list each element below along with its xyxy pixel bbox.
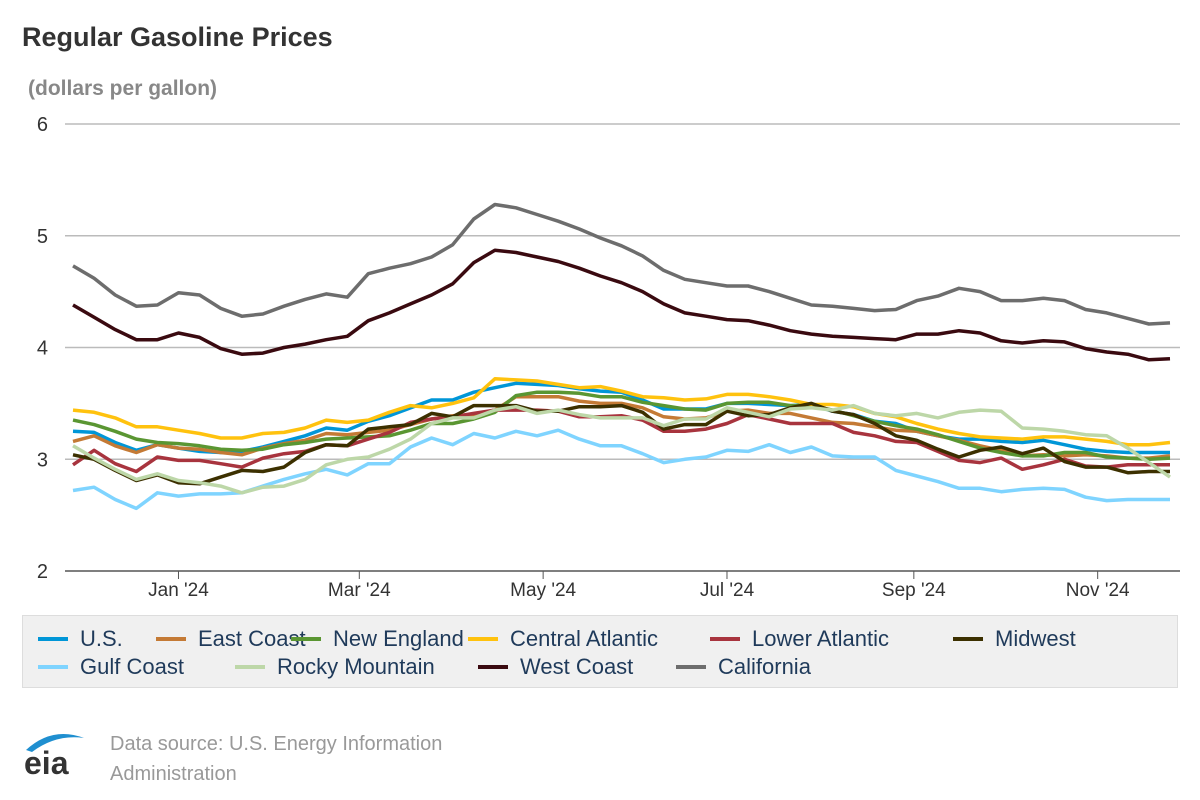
y-tick-label: 4: [37, 338, 48, 360]
legend-item[interactable]: West Coast: [478, 654, 633, 680]
legend-label: New England: [333, 626, 464, 651]
x-tick-label: Sep '24: [882, 580, 946, 601]
legend-item[interactable]: Central Atlantic: [468, 626, 658, 652]
gridlines: [65, 123, 1180, 572]
series-line-rocky-mountain: [72, 403, 1171, 495]
legend-swatch: [235, 665, 265, 669]
legend: U.S. East Coast New England Central Atlanti…: [22, 615, 1178, 688]
legend-item[interactable]: Lower Atlantic: [710, 626, 889, 652]
series-line-midwest: [72, 401, 1170, 486]
x-tick-label: Mar '24: [328, 580, 391, 601]
legend-label: Central Atlantic: [510, 626, 658, 651]
legend-swatch: [953, 637, 983, 641]
y-tick-label: 6: [37, 114, 48, 136]
x-tick-label: May '24: [510, 580, 576, 601]
x-axis-ticks: Jan '24 Mar '24 May '24 Jul '24 Sep '24 Nov '…: [148, 571, 1130, 601]
series-line-california: [72, 202, 1171, 326]
y-tick-label: 2: [37, 561, 48, 583]
legend-item[interactable]: East Coast: [156, 626, 306, 652]
y-axis-unit-label: (dollars per gallon): [28, 77, 218, 100]
legend-label: U.S.: [80, 626, 123, 651]
legend-label: East Coast: [198, 626, 306, 651]
legend-item[interactable]: Rocky Mountain: [235, 654, 435, 680]
legend-label: West Coast: [520, 654, 634, 679]
legend-item[interactable]: New England: [291, 626, 464, 652]
legend-label: Rocky Mountain: [277, 654, 435, 679]
legend-swatch: [478, 665, 508, 669]
y-tick-label: 3: [37, 449, 48, 471]
eia-logo: eia: [22, 728, 92, 783]
series-line-west-coast: [72, 248, 1171, 362]
legend-item[interactable]: California: [676, 654, 811, 680]
chart-title: Regular Gasoline Prices: [22, 22, 333, 52]
x-tick-label: Jan '24: [148, 580, 209, 601]
legend-label: Midwest: [995, 626, 1076, 651]
legend-swatch: [676, 665, 706, 669]
legend-swatch: [291, 637, 321, 641]
legend-swatch: [156, 637, 186, 641]
series-lines: [72, 202, 1171, 511]
legend-swatch: [710, 637, 740, 641]
legend-label: Gulf Coast: [80, 654, 184, 679]
svg-text:eia: eia: [24, 745, 69, 778]
legend-swatch: [38, 665, 68, 669]
legend-item[interactable]: Gulf Coast: [38, 654, 184, 680]
legend-item[interactable]: Midwest: [953, 626, 1076, 652]
data-source: Data source: U.S. Energy Information Adm…: [110, 729, 442, 789]
x-tick-label: Nov '24: [1066, 580, 1130, 601]
x-tick-label: Jul '24: [700, 580, 755, 601]
source-line-2: Administration: [110, 763, 237, 785]
series-line-central-atlantic: [72, 377, 1171, 447]
y-axis-ticks: 2 3 4 5 6: [37, 114, 48, 583]
legend-swatch: [468, 637, 498, 641]
series-line-lower-atlantic: [72, 408, 1170, 474]
line-chart: 2 3 4 5 6 Jan '24 Mar '24 May '24 Jul '24 Sep '2…: [37, 114, 1180, 601]
legend-label: California: [718, 654, 811, 679]
legend-swatch: [38, 637, 68, 641]
source-line-1: Data source: U.S. Energy Information: [110, 733, 443, 755]
legend-item[interactable]: U.S.: [38, 626, 123, 652]
legend-label: Lower Atlantic: [752, 626, 889, 651]
y-tick-label: 5: [37, 226, 48, 248]
